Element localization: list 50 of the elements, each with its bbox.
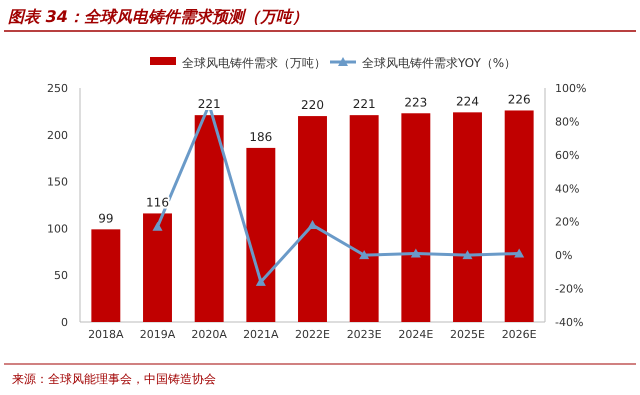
- label: 223: [404, 95, 428, 110]
- point: [308, 220, 318, 230]
- x-tick-label: 2019A: [140, 328, 176, 341]
- source-note: 来源：全球风能理事会，中国铸造协会: [12, 372, 216, 386]
- y-tick-label: 250: [47, 82, 68, 95]
- y2-tick-label: 40%: [555, 182, 580, 196]
- point: [462, 250, 472, 260]
- x-tick-label: 2020A: [191, 328, 228, 341]
- point: [410, 248, 421, 258]
- bar: [401, 113, 430, 322]
- bar: [91, 229, 120, 322]
- chart-title: 图表 34：全球风电铸件需求预测（万吨）: [8, 7, 308, 26]
- y-tick-label: 200: [47, 128, 68, 142]
- x-tick-label: 2022E: [295, 328, 330, 341]
- y2-tick-label: 20%: [555, 216, 580, 229]
- point: [514, 248, 524, 258]
- point: [152, 222, 162, 231]
- y-tick-label: 100: [47, 222, 68, 236]
- label: 220: [301, 98, 324, 112]
- y-tick-label: 150: [47, 176, 68, 189]
- label: 99: [98, 211, 114, 226]
- y2-tick-label: -20%: [555, 282, 584, 296]
- y-tick-label: 0: [61, 316, 68, 329]
- bar: [143, 213, 172, 322]
- label: 186: [249, 130, 272, 144]
- x-tick-label: 2026E: [502, 328, 537, 341]
- bar: [350, 115, 379, 322]
- y2-tick-label: 100%: [555, 82, 586, 95]
- point: [359, 250, 370, 260]
- y2-tick-label: 80%: [555, 115, 580, 128]
- x-tick-label: 2023E: [346, 328, 382, 341]
- x-tick-label: 2021A: [243, 328, 280, 341]
- legend-label: 全球风电铸件需求YOY（%）: [362, 56, 516, 70]
- bar: [194, 115, 224, 322]
- x-tick-label: 2024E: [398, 328, 434, 341]
- bar: [246, 148, 276, 322]
- bar: [298, 116, 327, 322]
- label: 226: [508, 92, 531, 106]
- y-tick-label: 50: [54, 269, 68, 282]
- y2-tick-label: 60%: [555, 148, 580, 162]
- x-tick-label: 2018A: [88, 328, 124, 341]
- bar: [504, 110, 534, 322]
- point: [256, 276, 266, 286]
- label: 224: [456, 94, 479, 108]
- legend-label: 全球风电铸件需求（万吨）: [182, 56, 326, 70]
- y2-tick-label: 0%: [555, 249, 572, 262]
- x-tick-label: 2025E: [450, 328, 486, 341]
- bar: [453, 112, 482, 322]
- label: 221: [352, 97, 376, 112]
- y2-tick-label: -40%: [555, 316, 584, 329]
